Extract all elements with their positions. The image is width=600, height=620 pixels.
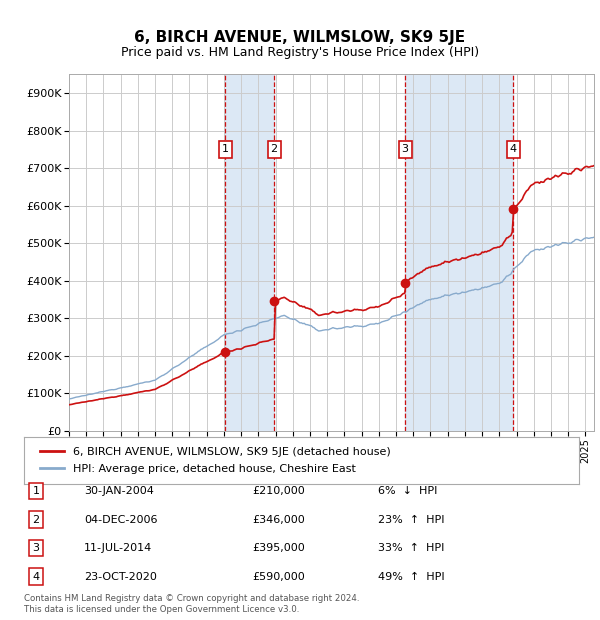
Text: £590,000: £590,000	[252, 572, 305, 582]
Legend: 6, BIRCH AVENUE, WILMSLOW, SK9 5JE (detached house), HPI: Average price, detache: 6, BIRCH AVENUE, WILMSLOW, SK9 5JE (deta…	[35, 442, 395, 479]
Text: 49%  ↑  HPI: 49% ↑ HPI	[378, 572, 445, 582]
Text: 1: 1	[32, 486, 40, 496]
Text: 3: 3	[32, 543, 40, 553]
Text: 6%  ↓  HPI: 6% ↓ HPI	[378, 486, 437, 496]
Text: 1: 1	[222, 144, 229, 154]
Text: 3: 3	[401, 144, 409, 154]
Text: Contains HM Land Registry data © Crown copyright and database right 2024.
This d: Contains HM Land Registry data © Crown c…	[24, 595, 359, 614]
Bar	[225, 74, 274, 431]
Text: 11-JUL-2014: 11-JUL-2014	[84, 543, 152, 553]
Text: £395,000: £395,000	[252, 543, 305, 553]
Text: 30-JAN-2004: 30-JAN-2004	[84, 486, 154, 496]
Text: 23%  ↑  HPI: 23% ↑ HPI	[378, 515, 445, 525]
Text: Price paid vs. HM Land Registry's House Price Index (HPI): Price paid vs. HM Land Registry's House …	[121, 46, 479, 58]
Text: 23-OCT-2020: 23-OCT-2020	[84, 572, 157, 582]
Text: 2: 2	[271, 144, 278, 154]
Text: £210,000: £210,000	[252, 486, 305, 496]
Bar	[405, 74, 513, 431]
Text: 04-DEC-2006: 04-DEC-2006	[84, 515, 157, 525]
Text: 6, BIRCH AVENUE, WILMSLOW, SK9 5JE: 6, BIRCH AVENUE, WILMSLOW, SK9 5JE	[134, 30, 466, 45]
Text: £346,000: £346,000	[252, 515, 305, 525]
Text: 33%  ↑  HPI: 33% ↑ HPI	[378, 543, 445, 553]
Text: 4: 4	[32, 572, 40, 582]
Text: 2: 2	[32, 515, 40, 525]
Text: 4: 4	[510, 144, 517, 154]
